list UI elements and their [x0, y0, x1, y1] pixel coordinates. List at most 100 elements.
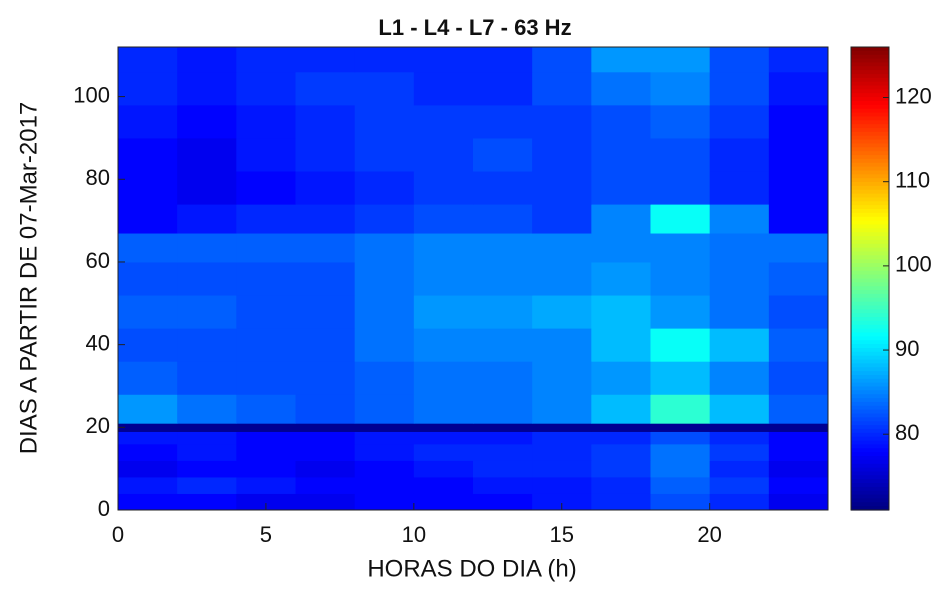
colorbar-swatch	[851, 174, 889, 179]
heat-cell	[295, 423, 356, 432]
colorbar-swatch	[851, 224, 889, 229]
heat-cell	[413, 328, 474, 362]
heat-cell	[473, 493, 533, 511]
heat-cell	[295, 394, 356, 424]
heat-cell	[532, 328, 592, 362]
heat-cell	[650, 104, 711, 139]
colorbar-swatch	[851, 448, 889, 453]
colorbar-swatch	[851, 251, 889, 256]
colorbar-swatch	[851, 263, 889, 268]
heat-cell	[177, 361, 237, 395]
colorbar-swatch	[851, 371, 889, 376]
colorbar-swatch	[851, 409, 889, 415]
heat-cell	[709, 171, 770, 205]
colorbar-swatch	[851, 313, 889, 318]
heat-cell	[118, 295, 178, 329]
colorbar-swatch	[851, 166, 889, 172]
colorbar-swatch	[851, 216, 889, 222]
heat-cell	[768, 47, 829, 73]
heat-cell	[118, 460, 178, 478]
heat-cell	[591, 171, 651, 205]
heat-cell	[354, 361, 415, 395]
colorbar-swatch	[851, 320, 889, 326]
heat-cell	[532, 104, 592, 139]
colorbar-swatch	[851, 347, 889, 353]
heat-cell	[413, 460, 474, 478]
heat-cell	[709, 204, 770, 234]
colorbar-swatch	[851, 440, 889, 446]
heat-cell	[236, 71, 296, 106]
heat-cell	[236, 261, 296, 296]
heat-cell	[473, 233, 533, 263]
colorbar-swatch	[851, 506, 889, 511]
colorbar-swatch	[851, 232, 889, 237]
colorbar-swatch	[851, 147, 889, 152]
colorbar-tick-label: 80	[895, 420, 919, 445]
heat-cell	[768, 361, 829, 395]
heat-cell	[236, 361, 296, 395]
heat-cell	[591, 295, 651, 329]
x-tick-label: 5	[260, 522, 272, 547]
colorbar-tick-label: 110	[895, 168, 930, 193]
heat-cell	[177, 171, 237, 205]
heat-cell	[591, 460, 651, 478]
heat-cell	[295, 261, 356, 296]
heat-cell	[650, 493, 711, 511]
colorbar-swatch	[851, 239, 889, 245]
colorbar-swatch	[851, 81, 889, 87]
heat-cell	[709, 493, 770, 511]
heat-cell	[650, 443, 711, 461]
heat-cell	[532, 47, 592, 73]
heat-cell	[295, 137, 356, 172]
heat-cell	[354, 431, 415, 445]
heat-cell	[413, 476, 474, 494]
heat-cell	[413, 423, 474, 432]
colorbar-swatch	[851, 278, 889, 283]
colorbar-swatch	[851, 270, 889, 276]
heat-cell	[650, 328, 711, 362]
heat-cell	[118, 261, 178, 296]
colorbar-swatch	[851, 324, 889, 330]
colorbar-swatch	[851, 398, 889, 403]
colorbar-swatch	[851, 170, 889, 175]
heat-cell	[177, 431, 237, 445]
heat-cell	[768, 423, 829, 432]
heat-cell	[295, 431, 356, 445]
heat-cell	[532, 460, 592, 478]
colorbar-swatch	[851, 344, 889, 349]
heat-cell	[118, 476, 178, 494]
colorbar-swatch	[851, 394, 889, 399]
colorbar-swatch	[851, 151, 889, 156]
heat-cell	[473, 261, 533, 296]
heat-cell	[768, 204, 829, 234]
heat-cell	[118, 71, 178, 106]
heat-cell	[177, 394, 237, 424]
heat-cell	[532, 71, 592, 106]
heat-cell	[295, 295, 356, 329]
heat-cell	[413, 394, 474, 424]
heat-cell	[650, 431, 711, 445]
heat-cell	[413, 137, 474, 172]
colorbar-swatch	[851, 266, 889, 272]
colorbar-swatch	[851, 259, 889, 264]
heat-cell	[118, 328, 178, 362]
heat-cell	[295, 71, 356, 106]
heat-cell	[413, 361, 474, 395]
colorbar-swatch	[851, 490, 889, 496]
colorbar-swatch	[851, 212, 889, 218]
colorbar-swatch	[851, 386, 889, 391]
heat-cell	[118, 423, 178, 432]
heat-cell	[177, 104, 237, 139]
heat-cell	[768, 104, 829, 139]
heat-cell	[236, 47, 296, 73]
y-tick-label: 80	[86, 165, 110, 190]
colorbar-swatch	[851, 228, 889, 233]
colorbar-swatch	[851, 201, 889, 206]
heat-cell	[709, 443, 770, 461]
y-axis-label: DIAS A PARTIR DE 07-Mar-2017	[15, 102, 42, 455]
colorbar-swatch	[851, 101, 889, 106]
colorbar-swatch	[851, 162, 889, 168]
heat-cell	[177, 204, 237, 234]
heat-cell	[768, 493, 829, 511]
heat-cell	[532, 431, 592, 445]
